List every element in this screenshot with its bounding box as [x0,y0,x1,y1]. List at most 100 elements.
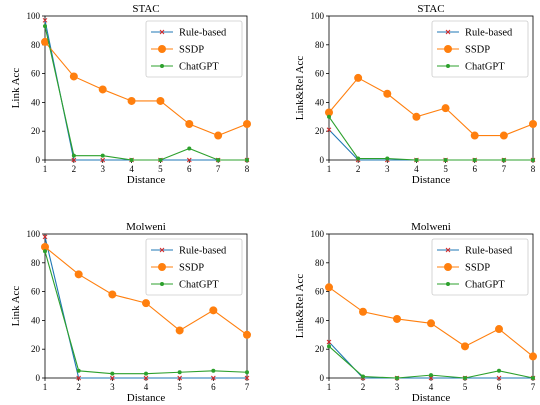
x-tick-label: 7 [245,382,250,392]
legend-label: SSDP [465,263,490,274]
data-point [41,242,49,251]
data-point [395,376,399,380]
x-axis-label: Distance [412,174,451,186]
x-tick-label: 5 [443,164,448,174]
x-tick-label: 6 [187,164,192,174]
series-line [44,41,248,137]
legend-entry: Rule-based [437,28,513,39]
data-point [496,375,502,381]
data-point [354,73,363,82]
data-point [211,368,216,373]
legend-label: SSDP [465,45,490,56]
data-point [414,158,419,162]
data-point [177,370,182,375]
data-point [175,326,184,335]
x-tick-label: 6 [472,164,477,174]
data-point [156,96,165,105]
data-point [531,158,535,162]
legend: Rule-based SSDP ChatGPT [145,20,243,78]
data-point [393,314,401,323]
legend-label: Rule-based [465,28,513,39]
data-point [214,131,223,140]
chart-title: STAC [132,3,159,15]
data-point [427,319,435,328]
x-tick-label: 5 [158,164,163,174]
data-point [327,344,331,349]
y-tick-label: 20 [315,344,325,354]
y-tick-label: 0 [320,373,325,383]
series-ssdp [325,283,537,361]
data-point [110,371,115,376]
data-point [216,158,221,162]
legend-box [431,20,529,78]
y-tick-label: 80 [315,40,325,50]
y-axis-label: Link&Rel Acc [294,274,306,339]
data-point [243,330,251,339]
data-point [43,249,47,254]
x-tick-label: 4 [429,382,434,392]
chart-title: Molweni [411,221,451,233]
x-tick-label: 3 [100,164,105,174]
series-chatgpt [43,24,249,162]
legend-entry: Rule-based [151,28,227,39]
y-tick-label: 100 [311,229,325,239]
data-point [359,307,367,316]
data-point [209,306,218,315]
y-tick-label: 80 [31,258,41,268]
data-point [42,234,48,240]
data-point [143,375,149,381]
x-tick-label: 7 [531,382,536,392]
legend-entry: ChatGPT [437,62,505,73]
data-point [108,290,117,299]
y-tick-label: 20 [315,126,325,136]
data-point [41,37,49,46]
y-axis-label: Link Acc [10,68,22,109]
series-chatgpt [327,344,535,380]
data-point [245,158,249,162]
legend-entry: SSDP [151,263,204,274]
data-point [383,89,392,98]
data-point [129,158,134,162]
y-tick-label: 60 [31,287,41,297]
y-tick-label: 100 [27,11,41,21]
chart-title: Molweni [126,221,166,233]
x-axis-label: Distance [127,174,166,186]
data-point [71,153,76,158]
y-tick-label: 80 [31,40,41,50]
data-point [326,127,332,133]
data-point [461,342,469,351]
data-point [144,371,148,376]
series-chatgpt [327,114,535,162]
data-point [177,375,183,381]
data-point [187,146,192,151]
data-point [142,299,150,308]
y-tick-label: 100 [27,229,41,239]
x-tick-label: 6 [497,382,502,392]
series-ssdp [325,73,537,140]
data-point [76,368,81,373]
data-point [100,157,106,163]
x-tick-label: 3 [110,382,115,392]
series-ssdp [41,37,251,140]
legend-entry: SSDP [151,45,204,56]
data-point [472,158,477,162]
legend-box [145,20,243,78]
legend-label: Rule-based [465,246,513,257]
data-point [529,352,537,361]
y-tick-label: 20 [31,344,41,354]
y-tick-label: 40 [31,315,41,325]
legend-label: ChatGPT [465,280,505,291]
legend-entry: Rule-based [151,246,227,257]
legend-entry: SSDP [437,263,490,274]
legend-entry: ChatGPT [151,62,219,73]
data-point [529,120,537,128]
data-point [443,158,448,162]
legend: Rule-based SSDP ChatGPT [145,238,243,296]
series-line [328,341,533,379]
data-point [441,104,450,113]
y-tick-label: 60 [315,69,325,79]
data-point [42,17,48,23]
x-tick-label: 1 [43,382,48,392]
x-tick-label: 2 [361,382,366,392]
data-point [531,376,535,380]
